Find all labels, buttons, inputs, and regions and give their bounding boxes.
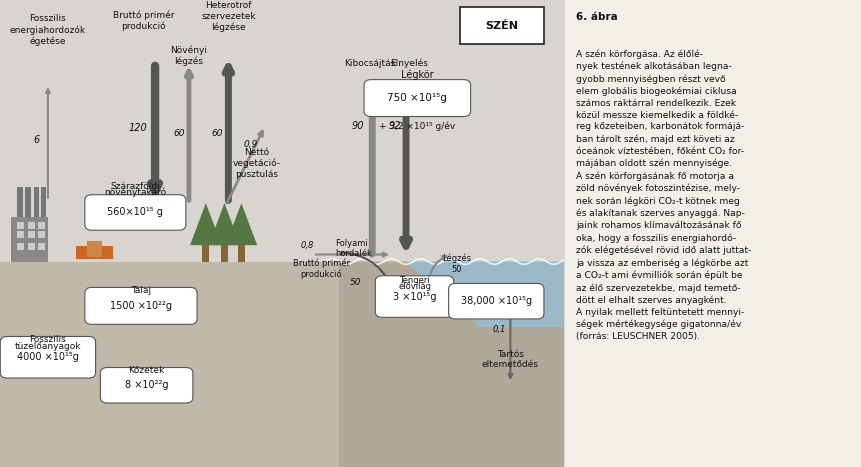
Bar — [34, 187, 40, 217]
Text: növénytakaró: növénytakaró — [104, 188, 166, 197]
Text: 60: 60 — [174, 128, 185, 138]
Polygon shape — [190, 203, 221, 245]
Text: Nettó
vegetáció-
pusztulás: Nettó vegetáció- pusztulás — [232, 148, 281, 179]
Text: 60: 60 — [211, 128, 223, 138]
Polygon shape — [338, 262, 564, 467]
Bar — [221, 243, 228, 262]
Bar — [28, 231, 35, 238]
Text: 0,9: 0,9 — [244, 140, 258, 149]
Text: Heterotrof
szervezetek
légzése: Heterotrof szervezetek légzése — [201, 1, 256, 32]
Bar — [76, 246, 113, 259]
Text: Fosszilis
energiahordozók
égetése: Fosszilis energiahordozók égetése — [9, 14, 86, 46]
Text: Légzés
50: Légzés 50 — [443, 254, 471, 274]
FancyBboxPatch shape — [460, 7, 544, 44]
Bar — [17, 187, 22, 217]
Text: 4000 ×10¹⁵g: 4000 ×10¹⁵g — [17, 352, 79, 362]
FancyBboxPatch shape — [85, 288, 197, 325]
Text: 560×10¹⁵ g: 560×10¹⁵ g — [108, 207, 164, 218]
Text: 120: 120 — [129, 123, 147, 134]
Bar — [25, 187, 31, 217]
Bar — [40, 187, 46, 217]
Text: tüzelőanyagok: tüzelőanyagok — [15, 342, 81, 351]
Bar — [28, 243, 35, 250]
Text: Bruttó primér
produkció: Bruttó primér produkció — [293, 258, 350, 279]
Text: 750 ×10¹⁵g: 750 ×10¹⁵g — [387, 93, 447, 103]
Text: 50: 50 — [350, 278, 361, 287]
Polygon shape — [226, 203, 257, 245]
Bar — [17, 243, 24, 250]
Bar — [39, 222, 45, 229]
Text: Légkör: Légkör — [401, 70, 434, 80]
Polygon shape — [327, 262, 564, 327]
Text: Tengeri: Tengeri — [400, 276, 430, 285]
Bar — [17, 222, 24, 229]
Text: Tartós
eltemetődés: Tartós eltemetődés — [482, 350, 539, 369]
Bar — [28, 222, 35, 229]
Text: 0,1: 0,1 — [492, 325, 505, 334]
Text: 90: 90 — [352, 121, 364, 131]
Polygon shape — [0, 262, 338, 467]
Bar — [17, 231, 24, 238]
Text: 0,8: 0,8 — [300, 241, 314, 250]
Text: A szén körforgása. Az élőlé-
nyek testének alkotásában legna-
gyobb mennyiségben: A szén körforgása. Az élőlé- nyek testén… — [576, 49, 751, 341]
Text: Folyami
hordalék: Folyami hordalék — [336, 239, 373, 258]
Text: Fosszilis: Fosszilis — [29, 335, 66, 345]
Text: Bruttó primér
produkció: Bruttó primér produkció — [113, 11, 175, 31]
Text: Növényi
légzés: Növényi légzés — [170, 46, 208, 66]
Bar — [39, 231, 45, 238]
Text: 6: 6 — [34, 135, 40, 145]
Text: Szárazföldi: Szárazföldi — [110, 182, 160, 191]
Text: Elnyelés: Elnyelés — [390, 58, 428, 68]
FancyBboxPatch shape — [0, 336, 96, 378]
Bar — [238, 243, 245, 262]
Bar — [39, 243, 45, 250]
FancyBboxPatch shape — [375, 276, 454, 318]
Text: 38,000 ×10¹⁵g: 38,000 ×10¹⁵g — [461, 296, 532, 306]
Text: 92: 92 — [388, 121, 401, 131]
Bar — [11, 217, 48, 262]
FancyBboxPatch shape — [101, 368, 193, 403]
Bar — [202, 243, 209, 262]
Text: élővilág: élővilág — [398, 281, 431, 290]
Polygon shape — [208, 203, 240, 245]
Bar — [88, 241, 102, 257]
Text: 6. ábra: 6. ábra — [576, 12, 617, 21]
Text: Kibocsájtás: Kibocsájtás — [344, 58, 395, 68]
FancyBboxPatch shape — [85, 195, 186, 230]
Text: + 3,2 ×10¹⁵ g/év: + 3,2 ×10¹⁵ g/év — [379, 121, 455, 131]
Text: Kőzetek: Kőzetek — [128, 366, 164, 375]
FancyBboxPatch shape — [364, 79, 471, 116]
FancyBboxPatch shape — [449, 283, 544, 319]
Text: 1500 ×10²²g: 1500 ×10²²g — [110, 301, 172, 311]
Text: SZÉN: SZÉN — [486, 21, 518, 31]
Text: 8 ×10²²g: 8 ×10²²g — [125, 380, 169, 390]
Text: Talaj: Talaj — [131, 286, 151, 295]
Text: 3 ×10¹⁵g: 3 ×10¹⁵g — [393, 291, 437, 302]
